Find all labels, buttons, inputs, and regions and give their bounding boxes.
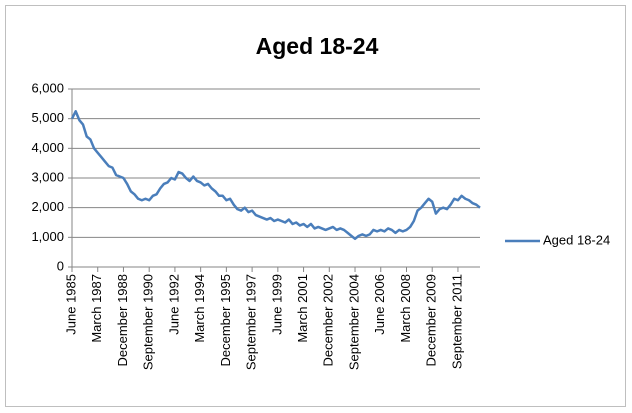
y-tick-label: 2,000 (31, 199, 64, 214)
y-tick-label: 4,000 (31, 140, 64, 155)
y-tick-label: 1,000 (31, 229, 64, 244)
x-tick-label: September 1997 (244, 274, 259, 370)
x-tick-label: March 2001 (295, 274, 310, 343)
y-tick-label: 3,000 (31, 169, 64, 184)
x-tick-label: March 1987 (89, 274, 104, 343)
x-tick-label: September 2004 (346, 274, 361, 370)
x-tick-label: June 1985 (63, 274, 78, 335)
x-tick-label: September 1990 (141, 274, 156, 370)
x-tick-label: June 1992 (166, 274, 181, 335)
x-tick-label: June 2006 (372, 274, 387, 335)
line (70, 110, 481, 241)
x-tick-label: December 2002 (321, 274, 336, 367)
y-tick-label: 6,000 (31, 80, 64, 95)
x-tick-label: December 1995 (218, 274, 233, 367)
chart-title: Aged 18-24 (256, 33, 379, 59)
x-tick-label: March 2008 (398, 274, 413, 343)
x-tick-label: March 1994 (192, 274, 207, 343)
x-tick-label: December 1988 (115, 274, 130, 367)
y-tick-label: 5,000 (31, 110, 64, 125)
x-tick-label: December 2009 (424, 274, 439, 367)
legend-label: Aged 18-24 (543, 232, 610, 247)
chart-border (5, 5, 626, 407)
y-tick-label: 0 (57, 258, 64, 273)
x-tick-label: September 2011 (449, 274, 464, 369)
x-tick-label: June 1999 (269, 274, 284, 335)
